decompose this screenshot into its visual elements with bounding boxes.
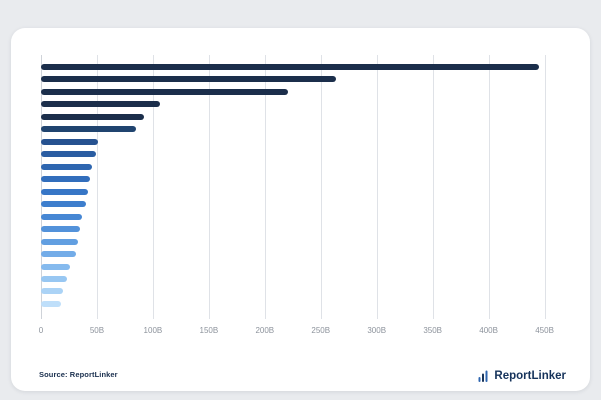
gridline [376,55,378,319]
x-axis-tick-label: 0 [38,326,44,335]
bar-row [41,176,558,183]
x-axis-tick-label: 250B [311,326,331,335]
gridline [544,55,546,319]
gridline [208,55,210,319]
bar [41,188,88,195]
x-axis-tick-label: 50B [89,326,105,335]
bar-row [41,275,558,282]
bar [41,64,539,70]
bar [41,288,64,295]
bars-layer [41,55,558,319]
bar-row [41,226,558,233]
gridline [96,55,98,319]
gridline [41,55,42,319]
bar-row [41,138,558,145]
bar-row [41,76,558,83]
bar [41,226,81,233]
bar [41,163,93,170]
gridline-layer [41,55,558,319]
bar [41,251,76,258]
x-axis: 0 50B 100B 150B 200B 250B 300B 350B 400B 450B [38,326,558,340]
gridline [264,55,266,319]
bar-row [41,101,558,108]
x-axis-tick-label: 350B [423,326,442,335]
bar [41,113,144,120]
brand-name: ReportLinker [494,369,566,382]
x-axis-tick-label: 200B [255,326,275,335]
bar [41,213,83,220]
x-axis-tick-label: 300B [367,326,387,335]
bar-row [41,64,558,70]
bar-chart-icon [478,370,488,382]
chart-card: 0 50B 100B 150B 200B 250B 300B 350B 400B 450B Sou… [11,28,590,391]
bar-row [41,151,558,158]
bar [41,263,71,270]
x-axis-tick-label: 100B [143,326,163,335]
bar-chart: 0 50B 100B 150B 200B 250B 300B 350B 400B 450B [38,55,558,340]
bar [41,88,289,95]
bar [41,176,91,183]
bar [41,76,337,83]
gridline [320,55,322,319]
bar [41,300,62,307]
x-axis-tick-label: 450B [535,326,554,335]
bar-row [41,213,558,220]
bar-row [41,251,558,258]
gridline [432,55,434,319]
bar [41,126,137,133]
bar-row [41,88,558,95]
bar-row [41,263,558,270]
bar-row [41,201,558,208]
bar [41,275,67,282]
bar-row [41,188,558,195]
bar-row [41,126,558,133]
bar [41,138,99,145]
gridline [488,55,490,319]
brand-logo: ReportLinker [478,369,566,382]
gridline [152,55,154,319]
bar [41,238,78,245]
x-axis-tick-label: 400B [479,326,498,335]
bar [41,151,96,158]
bar-row [41,238,558,245]
chart-plot [41,55,558,319]
bar [41,201,86,208]
bar-row [41,300,558,307]
x-axis-tick-label: 150B [199,326,219,335]
bar-row [41,113,558,120]
bar [41,101,160,108]
bar-row [41,288,558,295]
bar-row [41,163,558,170]
source-note: Source: ReportLinker [39,370,118,379]
